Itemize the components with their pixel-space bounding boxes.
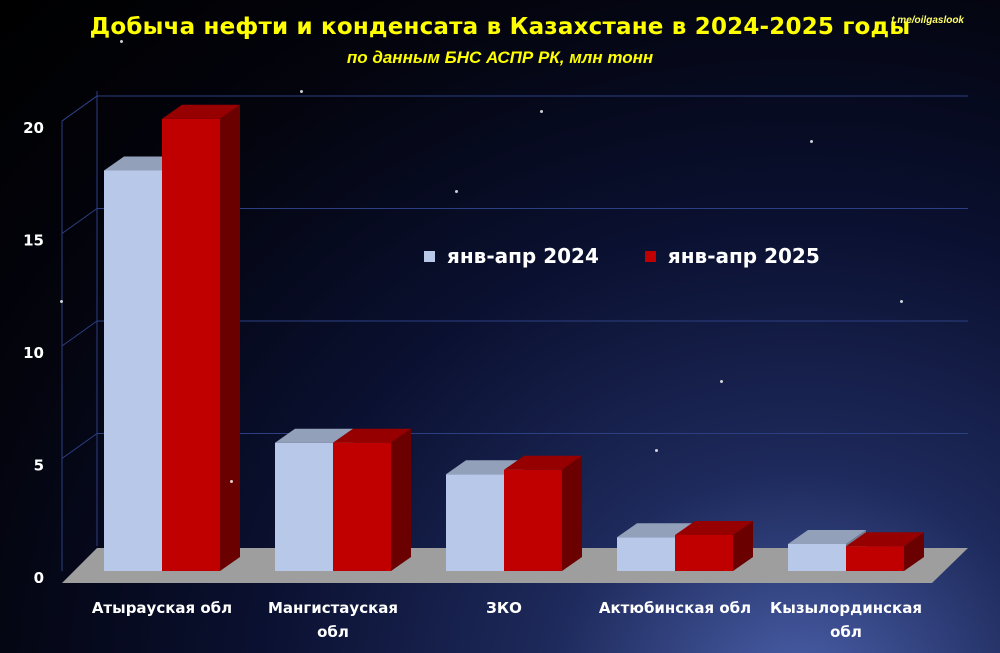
legend-label-2024: янв-апр 2024 [447, 244, 599, 268]
category-label: Мангистауская обл [268, 599, 398, 641]
bar-2025-1 [333, 428, 411, 571]
y-tick-label: 10 [23, 344, 44, 362]
watermark: t.me/oilgaslook [891, 15, 964, 26]
y-tick-label: 20 [23, 119, 44, 137]
bar-2025-4 [846, 532, 924, 571]
legend-swatch-2024 [424, 250, 435, 262]
legend-swatch-2025 [644, 250, 656, 262]
star-decor [455, 190, 458, 193]
y-tick-label: 5 [34, 457, 44, 475]
star-decor [720, 380, 723, 383]
chart-subtitle: по данным БНС АСПР РК, млн тонн [346, 48, 654, 67]
category-label: Атырауская обл [92, 599, 232, 617]
chart-title: Добыча нефти и конденсата в Казахстане в… [89, 14, 911, 40]
y-tick-label: 15 [23, 232, 44, 250]
legend-label-2025: янв-апр 2025 [667, 244, 820, 268]
legend-item-2024: янв-апр 2024 [424, 244, 599, 268]
gridline-side [61, 208, 98, 234]
category-label: Актюбинская обл [599, 599, 751, 617]
category-labels: Атырауская обл Мангистауская обл ЗКО Актюбин… [92, 599, 922, 641]
star-decor [900, 300, 903, 303]
grid-layer [61, 91, 968, 571]
gridline-side [61, 433, 98, 459]
y-axis-top [61, 95, 98, 122]
legend-item-2025: янв-апр 2025 [644, 244, 820, 268]
category-label: Кызылординская обл [770, 599, 922, 641]
bar-2025-2 [504, 455, 582, 571]
bar-2025-0 [162, 104, 240, 571]
legend: янв-апр 2024 янв-апр 2025 [424, 244, 820, 268]
y-tick-label: 0 [34, 569, 44, 587]
star-decor [810, 140, 813, 143]
star-decor [120, 40, 123, 43]
gridline-side [61, 320, 98, 347]
bars-layer [104, 104, 924, 571]
star-decor [300, 90, 303, 93]
y-tick-labels: 0 5 10 15 20 [23, 119, 44, 587]
category-label: ЗКО [486, 599, 522, 617]
star-decor [655, 449, 658, 452]
star-decor [60, 300, 63, 303]
star-decor [540, 110, 543, 113]
bar-2025-3 [675, 521, 753, 571]
star-decor [230, 480, 233, 483]
